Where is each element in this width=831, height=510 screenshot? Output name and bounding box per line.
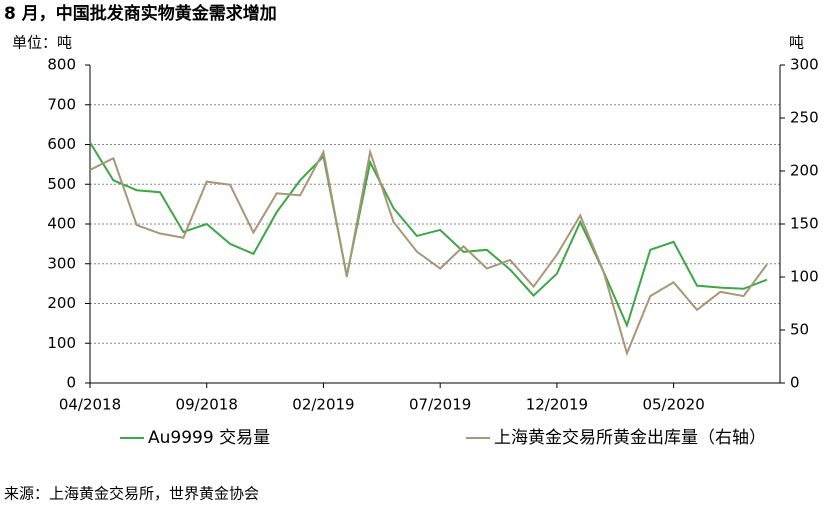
x-tick-label: 04/2018 [59, 396, 121, 414]
chart-title: 8 月，中国批发商实物黄金需求增加 [4, 3, 277, 24]
y-tick-label: 400 [47, 215, 76, 233]
series-line [89, 147, 768, 357]
x-tick-label: 05/2020 [642, 396, 704, 414]
y-tick-label: 600 [47, 135, 76, 153]
y2-tick-label: 300 [790, 56, 819, 74]
y2-axis-label: 吨 [789, 34, 804, 52]
y-axis-label: 单位：吨 [12, 34, 72, 52]
y2-tick-label: 150 [790, 215, 819, 233]
y-tick-label: 300 [47, 254, 76, 272]
x-tick-label: 07/2019 [409, 396, 471, 414]
y2-tick-label: 0 [790, 374, 800, 392]
y2-tick-label: 100 [790, 268, 819, 286]
y-tick-label: 0 [66, 374, 76, 392]
y-tick-label: 500 [47, 175, 76, 193]
y-tick-label: 100 [47, 334, 76, 352]
legend-label: 上海黄金交易所黄金出库量（右轴） [494, 428, 766, 448]
x-tick-label: 09/2018 [176, 396, 238, 414]
series-line [89, 141, 768, 329]
y2-tick-label: 200 [790, 162, 819, 180]
y-tick-label: 800 [47, 56, 76, 74]
source: 来源：上海黄金交易所，世界黄金协会 [4, 485, 259, 503]
x-tick-label: 12/2019 [526, 396, 588, 414]
y-tick-label: 200 [47, 294, 76, 312]
y2-tick-label: 250 [790, 109, 819, 127]
x-tick-label: 02/2019 [292, 396, 354, 414]
legend-label: Au9999 交易量 [148, 428, 270, 448]
y2-tick-label: 50 [790, 321, 809, 339]
y-tick-label: 700 [47, 95, 76, 113]
